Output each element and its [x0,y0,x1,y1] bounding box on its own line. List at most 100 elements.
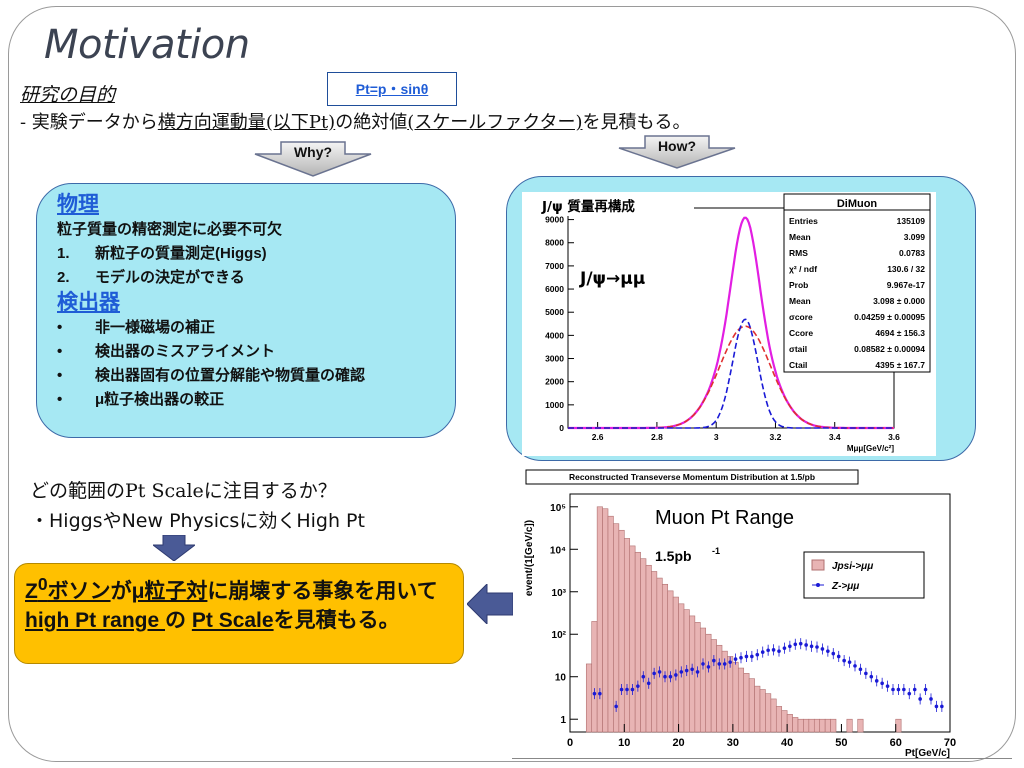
y-tick-label: 8000 [545,238,564,248]
y-tick-label: 10⁵ [550,503,566,514]
histogram-bar [759,689,766,733]
data-point [625,687,629,692]
data-point [636,684,640,688]
left-arrow-icon [467,584,513,624]
x-axis-label: Pt[GeV/c] [905,748,950,758]
item-text: 非一様磁場の補正 [95,319,216,336]
histogram-bar [623,538,631,733]
detector-item: • 非一様磁場の補正 [57,316,455,340]
histogram-bar [699,627,707,733]
conclusion-muon-pair: μ粒子対 [131,580,208,603]
data-point [766,648,770,653]
histogram-bar [786,714,793,733]
histogram-bar [618,529,625,733]
x-tick-label: 10 [618,737,630,749]
data-point [717,662,722,666]
x-axis-label: Mμμ[GeV/c²] [847,444,894,453]
x-tick-label: 2.8 [651,432,663,442]
item-text: 新粒子の質量測定(Higgs) [95,245,267,262]
y-tick-label: 6000 [545,284,564,294]
data-point [842,658,846,663]
conclusion-text: が [110,580,132,603]
data-point [614,704,618,709]
legend-label: Jpsi->μμ [832,561,873,572]
question-text: どの範囲のPt Scaleに注目するか？ [30,480,337,502]
chart-title-box [525,469,859,485]
x-tick-label: 40 [781,737,793,749]
stats-value: 9.967e-17 [887,280,926,290]
data-point [684,668,689,673]
y-tick-label: 10 [555,673,567,684]
histogram-bar [775,706,783,733]
section-subtitle: 研究の目的 [20,84,116,106]
data-point [657,670,662,674]
data-point [918,697,922,701]
data-point [858,667,863,672]
how-label: How? [657,138,697,154]
data-point [853,664,857,668]
y-tick-label: 5000 [545,307,564,317]
purpose-mid: の絶対値 [335,112,408,133]
data-point [902,687,906,692]
pt-distribution-plot: Reconstructed Transeverse Momentum Distr… [524,469,956,759]
histogram-bar [754,685,761,733]
data-point [679,670,684,674]
data-point [809,644,814,649]
y-tick-label: 10² [552,630,567,641]
chart-title-bg [536,194,694,216]
data-point [646,681,651,686]
data-point [739,655,743,660]
physics-intro: 粒子質量の精密測定に必要不可欠 [57,221,283,238]
histogram-bar [846,718,853,733]
y-tick-label: 2000 [545,377,564,387]
histogram-bar [634,551,641,733]
histogram-bar [613,523,620,733]
stats-box [783,193,931,373]
chart-annotation-sup: -1 [712,546,720,556]
data-point [820,647,825,651]
y-tick-label: 1 [560,715,566,726]
data-point [847,660,852,664]
stats-value: 135109 [897,216,926,226]
conclusion-text: の [165,609,192,632]
conclusion-z-sup: 0 [37,574,48,594]
data-point [706,665,711,669]
x-tick-label: 3 [714,432,719,442]
down-arrow-icon [153,535,195,561]
x-tick-label: 20 [672,737,684,749]
footer-divider [512,758,1012,759]
data-point [864,671,868,676]
item-text: 検出器のミスアライメント [95,343,276,360]
conclusion-pt-scale: Pt Scale [191,609,274,632]
data-point [592,691,597,696]
bullet: • [57,391,63,408]
data-point [755,652,760,657]
data-point [929,697,933,701]
data-point [940,704,944,709]
histogram-bar [797,718,804,733]
data-point [836,654,841,659]
stats-value: 130.6 / 32 [887,264,925,274]
histogram-bar [781,710,788,733]
physics-heading: 物理 [57,193,99,216]
data-point [641,674,646,679]
histogram-bar [661,583,669,733]
stats-value: 0.04259 ± 0.00095 [854,312,925,322]
data-point [804,643,808,647]
data-point [880,681,884,686]
chart-annotation: 1.5pb [655,548,692,564]
histogram-bar [737,667,745,733]
y-tick-label: 1000 [545,400,564,410]
data-point [912,687,917,692]
y-tick-label: 4000 [545,330,564,340]
detector-item: • 検出器固有の位置分解能や物質量の確認 [57,364,455,388]
stats-label: Mean [789,232,811,242]
physics-motivation-box: 物理 粒子質量の精密測定に必要不可欠 1. 新粒子の質量測定(Higgs) 2. モ… [36,183,456,438]
stats-value: 0.08582 ± 0.00094 [854,344,925,354]
down-arrow-icon [254,141,372,177]
data-point [701,662,705,666]
item-number: 1. [57,245,70,262]
y-tick-label: 10⁴ [550,545,566,556]
data-point [831,651,836,656]
stats-value: 3.099 [904,232,926,242]
